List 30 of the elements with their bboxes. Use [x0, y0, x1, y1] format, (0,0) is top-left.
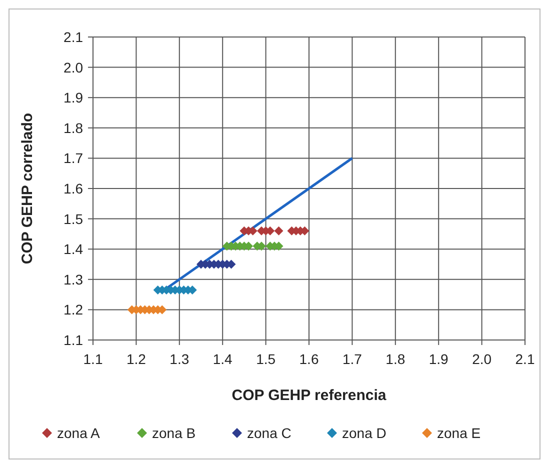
x-tick-label: 2.0	[472, 351, 492, 367]
y-tick-label: 1.9	[64, 90, 84, 106]
x-tick-label: 1.5	[256, 351, 276, 367]
y-tick-label: 1.7	[64, 150, 84, 166]
x-tick-label: 1.8	[386, 351, 406, 367]
legend-label: zona B	[152, 425, 196, 441]
x-tick-label: 1.7	[342, 351, 362, 367]
x-tick-label: 1.4	[212, 351, 233, 367]
legend-label: zona E	[437, 425, 481, 441]
y-tick-label: 1.2	[64, 302, 84, 318]
y-axis-title: COP GEHP correlado	[19, 112, 36, 264]
legend-label: zona C	[247, 425, 292, 441]
y-tick-label: 1.3	[64, 271, 84, 288]
y-tick-label: 1.8	[64, 120, 84, 136]
y-tick-label: 1.4	[64, 241, 84, 258]
y-tick-label: 2.0	[64, 59, 84, 76]
x-tick-label: 1.3	[170, 351, 190, 367]
x-tick-label: 1.6	[299, 351, 319, 367]
y-tick-label: 1.5	[64, 210, 84, 227]
x-tick-label: 1.9	[428, 351, 449, 367]
x-axis-title: COP GEHP referencia	[232, 387, 387, 404]
x-tick-label: 1.2	[126, 351, 146, 367]
legend-label: zona A	[57, 425, 100, 441]
x-tick-label: 1.1	[83, 351, 103, 367]
y-tick-label: 2.1	[64, 29, 84, 45]
y-tick-label: 1.1	[64, 332, 84, 348]
point	[274, 226, 284, 236]
legend-label: zona D	[342, 425, 386, 441]
y-tick-label: 1.6	[64, 180, 84, 196]
x-tick-label: 2.1	[515, 351, 535, 367]
